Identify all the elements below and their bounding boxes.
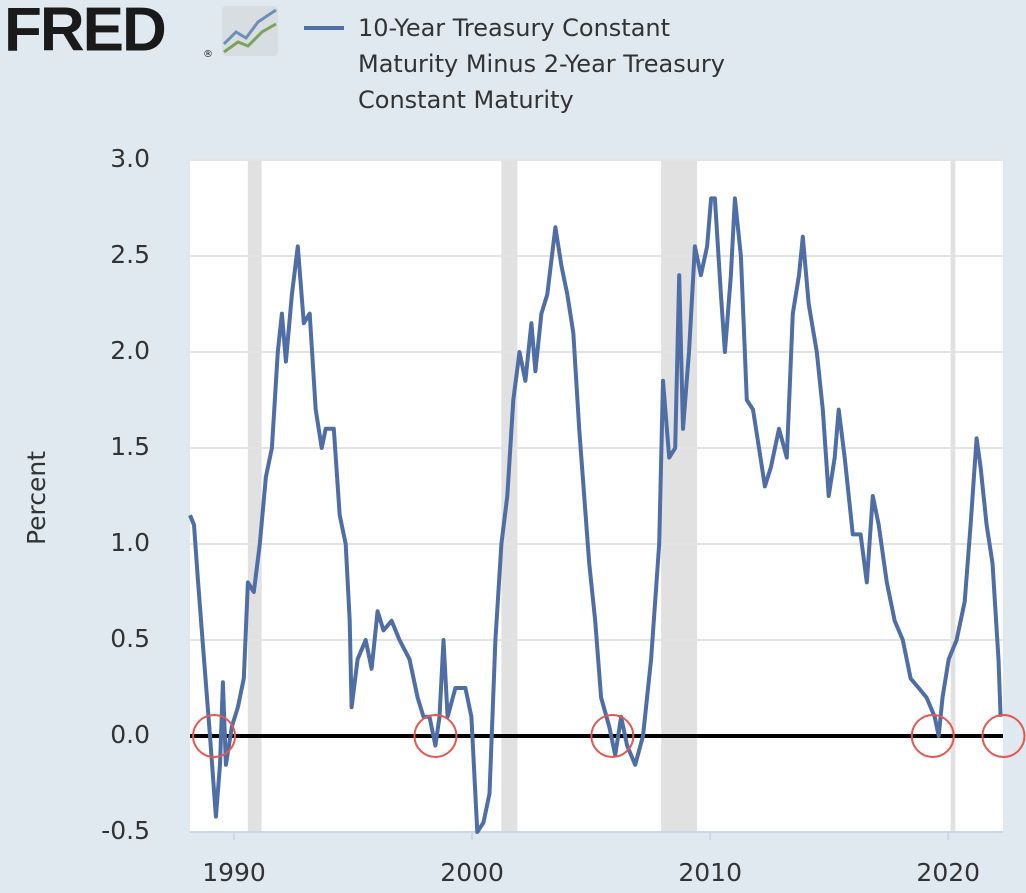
highlight-circle — [590, 714, 635, 758]
recession-band — [661, 160, 698, 832]
highlight-circle — [981, 714, 1026, 758]
logo-registered: ® — [203, 49, 213, 60]
highlight-circle — [192, 714, 237, 758]
y-axis-label: Percent — [22, 451, 51, 545]
logo-icon — [222, 6, 278, 56]
highlight-circle — [413, 714, 458, 758]
x-tick-label: 1990 — [202, 858, 266, 887]
y-tick-label: 0.0 — [110, 720, 150, 749]
y-tick-label: 0.5 — [110, 624, 150, 653]
recession-band — [247, 160, 262, 832]
x-tick-label: 2020 — [916, 858, 980, 887]
x-tick-label: 2010 — [678, 858, 742, 887]
highlight-circle — [910, 714, 955, 758]
logo: FRED — [4, 0, 165, 64]
y-tick-label: 3.0 — [110, 144, 150, 173]
y-tick-label: 2.5 — [110, 240, 150, 269]
legend-label: 10-Year Treasury Constant Maturity Minus… — [358, 14, 725, 114]
x-tick-label: 2000 — [440, 858, 504, 887]
y-tick-label: 1.5 — [110, 432, 150, 461]
recession-band — [950, 160, 956, 832]
plot-area — [190, 160, 1003, 832]
series-line — [188, 196, 1003, 834]
y-tick-label: 1.0 — [110, 528, 150, 557]
recession-band — [501, 160, 518, 832]
y-tick-label: 2.0 — [110, 336, 150, 365]
y-tick-label: -0.5 — [101, 816, 150, 845]
